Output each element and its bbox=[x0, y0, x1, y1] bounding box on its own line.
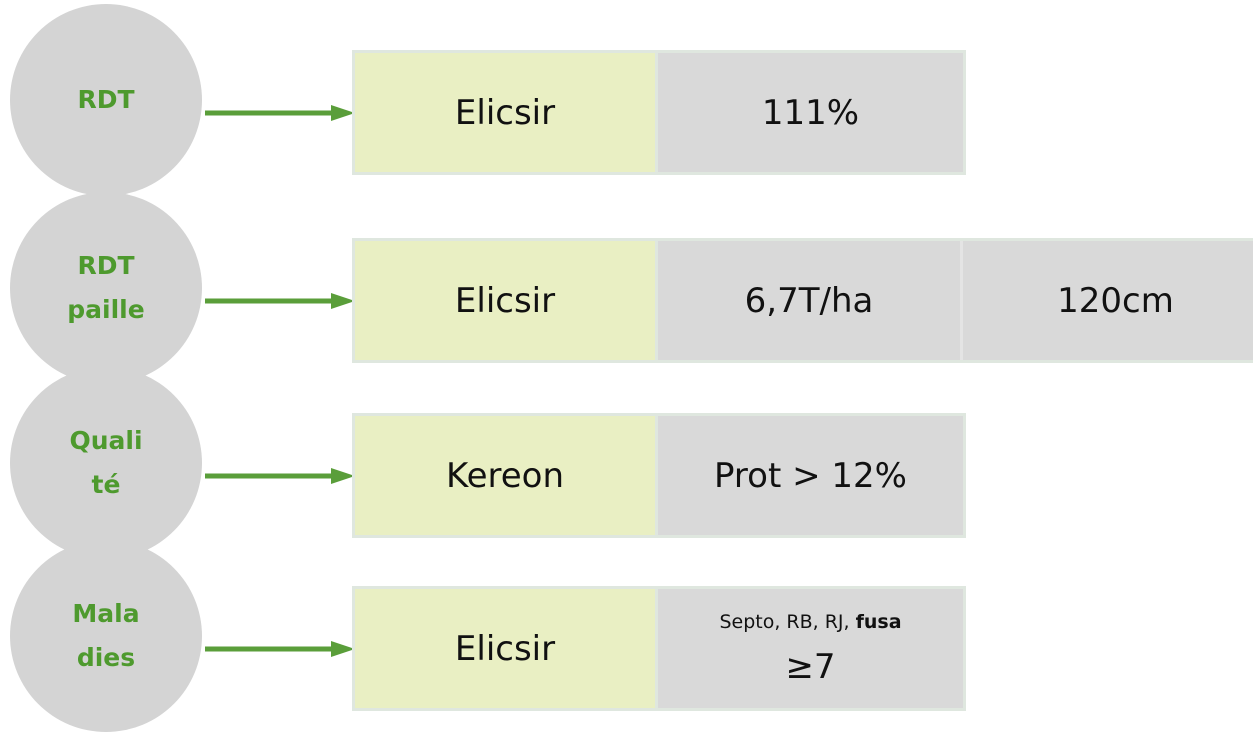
arrow bbox=[205, 641, 355, 657]
arrow bbox=[205, 293, 355, 309]
circle-label: dies bbox=[76, 643, 136, 672]
circle-label: paille bbox=[67, 295, 145, 324]
detail-bold: fusa bbox=[855, 610, 902, 633]
arrow bbox=[205, 468, 355, 484]
result-box: Elicsir 111% bbox=[352, 50, 966, 175]
result-cell: Septo, RB, RJ, fusa ≥7 bbox=[658, 589, 963, 708]
result-box: Elicsir 6,7T/ha 120cm bbox=[352, 238, 1253, 363]
circle-label: té bbox=[91, 470, 121, 499]
category-circle: Mala dies bbox=[10, 540, 202, 732]
result-cell: Kereon bbox=[355, 416, 658, 535]
result-cell: 120cm bbox=[963, 241, 1253, 360]
detail-text: Septo, RB, RJ, fusa bbox=[719, 611, 901, 633]
result-box: Elicsir Septo, RB, RJ, fusa ≥7 bbox=[352, 586, 966, 711]
category-circle: RDT paille bbox=[10, 192, 202, 384]
result-box: Kereon Prot > 12% bbox=[352, 413, 966, 538]
circle-label: RDT bbox=[77, 251, 135, 280]
circle-label: Mala bbox=[72, 599, 140, 628]
category-circle: RDT bbox=[10, 4, 202, 196]
circle-label: Quali bbox=[69, 426, 143, 455]
result-cell: Prot > 12% bbox=[658, 416, 963, 535]
result-cell: 111% bbox=[658, 53, 963, 172]
result-cell: Elicsir bbox=[355, 241, 658, 360]
category-circle: Quali té bbox=[10, 367, 202, 559]
detail-value: ≥7 bbox=[785, 646, 836, 687]
arrow bbox=[205, 105, 355, 121]
detail-diseases: Septo, RB, RJ, bbox=[719, 610, 850, 633]
result-cell: 6,7T/ha bbox=[658, 241, 963, 360]
circle-label: RDT bbox=[77, 85, 135, 114]
result-cell: Elicsir bbox=[355, 589, 658, 708]
result-cell: Elicsir bbox=[355, 53, 658, 172]
